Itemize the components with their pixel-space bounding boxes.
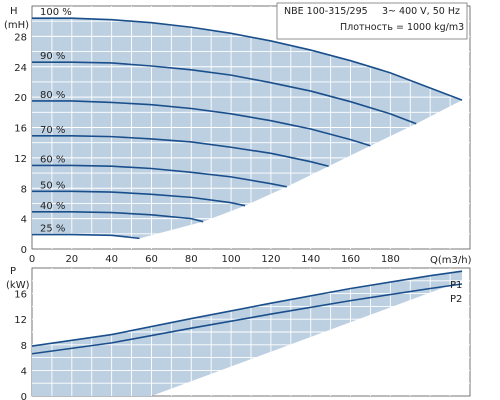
flow-axis-label: Q(m3/h) bbox=[430, 255, 472, 266]
speed-label-4: 60 % bbox=[40, 154, 65, 165]
head-operating-area bbox=[32, 18, 463, 239]
speed-label-1: 90 % bbox=[40, 51, 65, 62]
speed-label-3: 70 % bbox=[40, 125, 65, 136]
flow-tick-label: 0 bbox=[29, 254, 35, 265]
head-curve-5 bbox=[32, 190, 246, 207]
flow-tick-label: 180 bbox=[381, 254, 400, 265]
power-curve-p2 bbox=[31, 283, 463, 355]
head-curve-3 bbox=[32, 135, 329, 168]
flow-tick-label: 160 bbox=[341, 254, 360, 265]
head-tick-label: 20 bbox=[14, 93, 27, 104]
head-tick-label: 16 bbox=[14, 124, 27, 135]
power-operating-area bbox=[32, 271, 463, 396]
supply-voltage: 3~ 400 V, 50 Hz bbox=[382, 6, 460, 17]
info-box: NBE 100-315/295 3~ 400 V, 50 Hz Плотност… bbox=[276, 2, 468, 40]
p2-label: P2 bbox=[450, 294, 462, 305]
power-curve-p1 bbox=[31, 270, 463, 347]
head-axis-label: H bbox=[10, 6, 18, 17]
head-curve-2 bbox=[32, 100, 371, 147]
head-grid bbox=[32, 6, 470, 249]
power-tick-label: 0 bbox=[21, 392, 27, 400]
power-axis-label: P bbox=[10, 266, 16, 277]
flow-tick-label: 40 bbox=[105, 254, 118, 265]
flow-tick-label: 120 bbox=[261, 254, 280, 265]
head-curve-1 bbox=[32, 61, 417, 125]
head-curves: 100 % 90 % 80 % 70 % 60 % 50 % 40 % 25 % bbox=[32, 7, 463, 240]
head-curve-7 bbox=[32, 233, 140, 240]
pump-model: NBE 100-315/295 bbox=[284, 6, 368, 17]
power-tick-label: 8 bbox=[21, 341, 27, 352]
head-curve-4 bbox=[32, 164, 287, 188]
flow-tick-label: 140 bbox=[301, 254, 320, 265]
head-tick-label: 0 bbox=[21, 245, 27, 256]
head-tick-label: 4 bbox=[21, 215, 27, 226]
speed-label-7: 25 % bbox=[40, 224, 65, 235]
power-tick-label: 4 bbox=[21, 366, 27, 377]
fluid-density: Плотность = 1000 kg/m3 bbox=[340, 22, 464, 33]
power-axis-unit: (kW) bbox=[6, 280, 30, 291]
flow-tick-label: 100 bbox=[222, 254, 241, 265]
flow-tick-label: 80 bbox=[185, 254, 198, 265]
power-tick-labels: 0 4 8 12 16 bbox=[14, 290, 27, 400]
head-tick-label: 12 bbox=[14, 154, 27, 165]
speed-label-6: 40 % bbox=[40, 201, 65, 212]
power-tick-label: 16 bbox=[14, 290, 27, 301]
speed-label-0: 100 % bbox=[40, 7, 72, 18]
power-curves bbox=[31, 270, 463, 355]
head-curve-0 bbox=[32, 17, 463, 101]
head-tick-label: 24 bbox=[14, 63, 27, 74]
speed-label-2: 80 % bbox=[40, 90, 65, 101]
speed-label-5: 50 % bbox=[40, 180, 65, 191]
flow-tick-label: 60 bbox=[145, 254, 158, 265]
power-tick-label: 12 bbox=[14, 315, 27, 326]
head-tick-label: 8 bbox=[21, 184, 27, 195]
head-tick-label: 28 bbox=[14, 32, 27, 43]
head-curve-6 bbox=[32, 210, 204, 223]
p1-label: P1 bbox=[450, 280, 462, 291]
flow-tick-label: 20 bbox=[65, 254, 78, 265]
head-axis-unit: (mH) bbox=[4, 20, 29, 31]
head-tick-labels: 0 20 40 60 80 100 120 140 160 180 0 4 8 12 16 20 24 28 bbox=[14, 32, 400, 265]
